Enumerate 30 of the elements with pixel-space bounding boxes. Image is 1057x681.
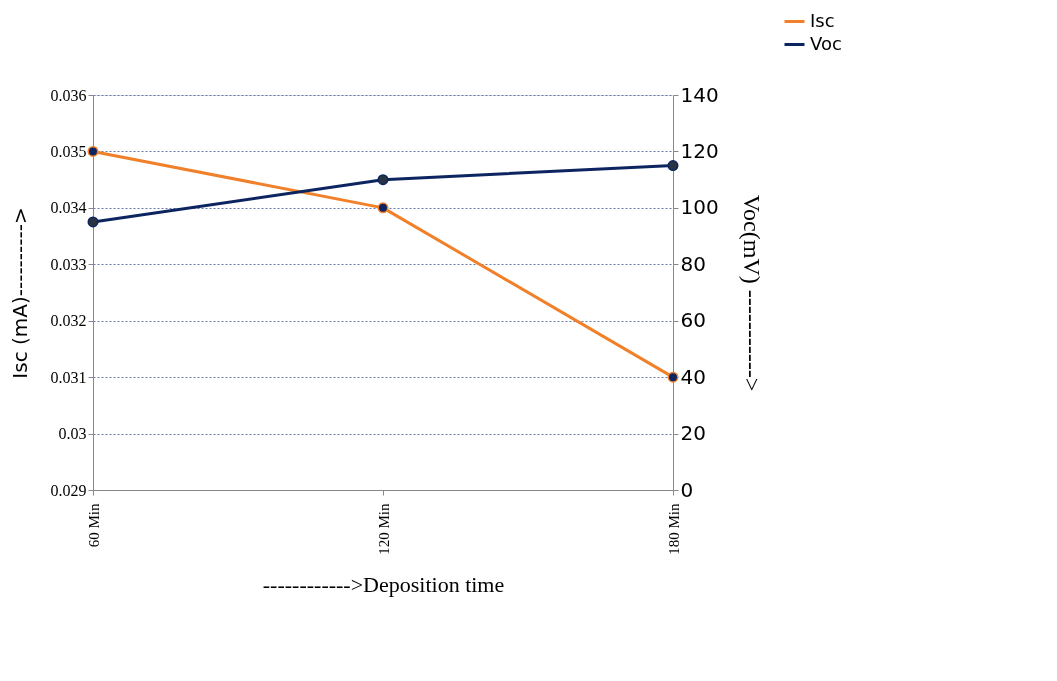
- y-tick-label: 0.032: [50, 312, 87, 330]
- y2-tick-label: 40: [680, 364, 706, 389]
- point: [87, 145, 99, 157]
- y2-tick-label: 0: [680, 477, 694, 502]
- x-tick-label: 180 Min: [665, 503, 682, 555]
- point: [667, 160, 679, 172]
- y-tick-label: 0.03: [58, 425, 87, 443]
- point: [667, 371, 679, 383]
- y2-tick-label: 80: [680, 251, 706, 276]
- x-axis-title: ------------>Deposition time: [262, 571, 505, 597]
- y-axis-title: Isc (mA)---------->: [7, 207, 32, 379]
- legend-label: Voc: [810, 32, 842, 54]
- x-tick-label: 60 Min: [85, 503, 102, 548]
- y2-tick-label: 60: [680, 308, 706, 333]
- y2-tick-label: 120: [680, 138, 719, 163]
- y2-axis-title: Voc(mV) ----------->: [738, 194, 765, 392]
- point: [377, 202, 389, 214]
- y-tick-label: 0.036: [50, 86, 87, 104]
- x-tick-label: 120 Min: [375, 503, 392, 555]
- legend-label: Isc: [810, 9, 835, 31]
- y2-tick-label: 20: [680, 421, 706, 446]
- y-tick-label: 0.033: [50, 255, 87, 273]
- y2-tick-label: 140: [680, 82, 719, 107]
- y-tick-label: 0.031: [50, 368, 87, 386]
- point: [377, 174, 389, 186]
- y-tick-label: 0.029: [50, 481, 87, 499]
- y2-tick-label: 100: [680, 195, 719, 220]
- y-tick-label: 0.034: [50, 199, 87, 217]
- point: [87, 216, 99, 228]
- y-tick-label: 0.035: [50, 142, 87, 160]
